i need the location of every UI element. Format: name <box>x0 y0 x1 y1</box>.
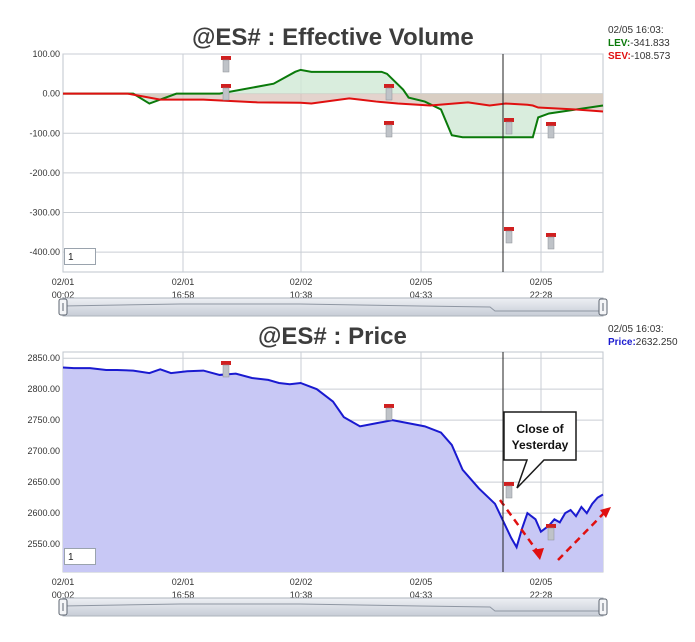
y-tick-label: 2750.00 <box>27 415 60 425</box>
event-marker-cap <box>504 482 514 486</box>
y-tick-label: -400.00 <box>29 247 60 257</box>
x-tick-date: 02/02 <box>290 577 313 587</box>
y-tick-label: -200.00 <box>29 168 60 178</box>
trend-arrow-down-head <box>532 548 544 560</box>
event-marker <box>385 407 393 421</box>
lev-area <box>63 69 603 138</box>
lev-readout: LEV:-341.833 <box>608 37 670 50</box>
price-readout-timestamp: 02/05 16:03: <box>608 324 664 335</box>
event-marker-cap <box>384 404 394 408</box>
y-tick-label: 2700.00 <box>27 446 60 456</box>
x-tick-time: 22:28 <box>530 290 553 300</box>
callout-bubble <box>503 411 577 489</box>
price-label: Price: <box>608 337 636 348</box>
price-chart-title: @ES# : Price <box>258 323 407 350</box>
x-tick-date: 02/05 <box>410 277 433 287</box>
volume-interval-input[interactable]: 1 <box>64 248 96 265</box>
price-interval-input[interactable]: 1 <box>64 548 96 565</box>
event-marker-cap <box>221 84 231 88</box>
y-tick-label: 2650.00 <box>27 477 60 487</box>
event-marker <box>547 527 555 541</box>
x-tick-date: 02/05 <box>410 577 433 587</box>
event-marker <box>385 124 393 138</box>
price-area <box>63 367 603 572</box>
event-marker-cap <box>546 122 556 126</box>
x-tick-time: 16:58 <box>172 590 195 600</box>
price-value-readout: Price:2632.250 <box>608 336 678 349</box>
navigator-track <box>62 297 604 317</box>
y-tick-label: 2600.00 <box>27 508 60 518</box>
event-marker <box>547 236 555 250</box>
x-tick-time: 04:33 <box>410 290 433 300</box>
sev-readout: SEV:-108.573 <box>608 50 670 63</box>
y-tick-label: 0.00 <box>42 89 60 99</box>
lev-series-line <box>63 68 604 139</box>
event-marker-cap <box>546 524 556 528</box>
volume-readout-timestamp: 02/05 16:03: <box>608 25 664 36</box>
volume-readout: 02/05 16:03: LEV:-341.833 SEV:-108.573 <box>608 24 670 63</box>
x-tick-date: 02/01 <box>172 277 195 287</box>
volume-plot-area[interactable]: 100.00 0.00 -100.00 -200.00 -300.00 -400.00 02… <box>29 49 608 317</box>
event-marker-cap <box>221 361 231 365</box>
event-marker-cap <box>384 121 394 125</box>
x-tick-time: 16:58 <box>172 290 195 300</box>
sev-series-line <box>63 92 604 113</box>
event-marker <box>222 59 230 73</box>
navigator-track <box>62 597 604 617</box>
y-tick-label: -100.00 <box>29 128 60 138</box>
x-tick-time: 10:38 <box>290 590 313 600</box>
navigator-preview <box>62 603 603 612</box>
event-marker <box>385 87 393 101</box>
y-tick-label: 2850.00 <box>27 353 60 363</box>
event-marker <box>505 485 513 499</box>
sev-value: -108.573 <box>630 51 671 62</box>
event-marker <box>505 121 513 135</box>
x-tick-time: 00:02 <box>52 590 75 600</box>
navigator-preview <box>62 303 603 312</box>
sev-area <box>63 93 603 112</box>
event-marker-cap <box>221 56 231 60</box>
price-readout: 02/05 16:03: Price:2632.250 <box>608 323 678 349</box>
callout-line-2: Yesterday <box>512 438 569 452</box>
sev-label: SEV: <box>608 51 631 62</box>
event-marker <box>505 230 513 244</box>
event-marker <box>222 87 230 101</box>
callout-line-1: Close of <box>516 422 564 436</box>
event-marker <box>222 364 230 378</box>
x-tick-date: 02/05 <box>530 577 553 587</box>
x-tick-time: 22:28 <box>530 590 553 600</box>
trend-arrow-up-head <box>600 507 611 518</box>
event-marker-cap <box>504 118 514 122</box>
event-marker-cap <box>504 227 514 231</box>
x-tick-time: 04:33 <box>410 590 433 600</box>
price-series-line <box>62 366 604 550</box>
lev-value: -341.833 <box>630 38 670 49</box>
lev-label: LEV: <box>608 38 631 49</box>
x-tick-date: 02/02 <box>290 277 313 287</box>
x-tick-date: 02/01 <box>172 577 195 587</box>
x-tick-time: 00:02 <box>52 290 75 300</box>
x-tick-time: 10:38 <box>290 290 313 300</box>
y-tick-label: 100.00 <box>32 49 60 59</box>
event-marker <box>547 125 555 139</box>
y-tick-label: 2800.00 <box>27 384 60 394</box>
x-tick-date: 02/01 <box>52 577 75 587</box>
volume-chart-title: @ES# : Effective Volume <box>192 24 474 51</box>
event-marker-cap <box>384 84 394 88</box>
price-value: 2632.250 <box>635 337 678 348</box>
x-tick-date: 02/01 <box>52 277 75 287</box>
y-tick-label: -300.00 <box>29 208 60 218</box>
y-tick-label: 2550.00 <box>27 539 60 549</box>
event-marker-cap <box>546 233 556 237</box>
x-tick-date: 02/05 <box>530 277 553 287</box>
price-plot-area[interactable]: 2850.00 2800.00 2750.00 2700.00 2650.00 2600.… <box>27 351 611 617</box>
